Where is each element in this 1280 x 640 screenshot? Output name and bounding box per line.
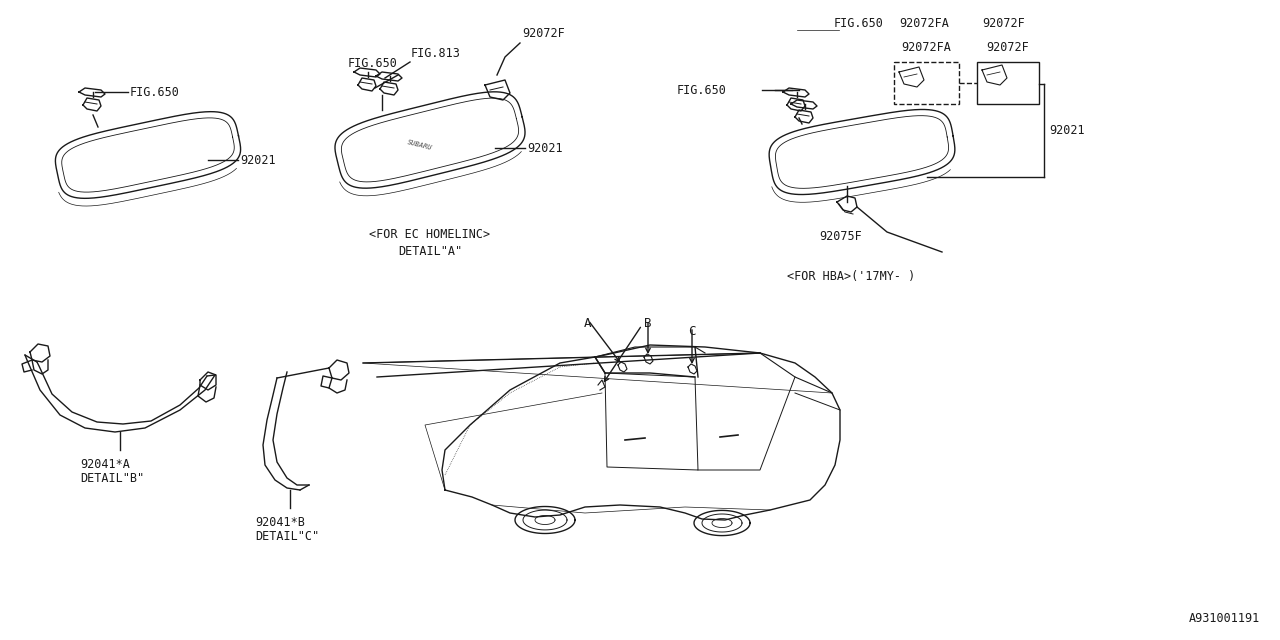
Text: DETAIL"A": DETAIL"A" bbox=[398, 245, 462, 258]
Text: FIG.650: FIG.650 bbox=[835, 17, 884, 30]
Text: 92021: 92021 bbox=[241, 154, 275, 166]
Text: A931001191: A931001191 bbox=[1189, 612, 1260, 625]
Text: 92041*A: 92041*A bbox=[79, 458, 129, 471]
Text: 92021: 92021 bbox=[527, 141, 563, 154]
Text: DETAIL"B": DETAIL"B" bbox=[79, 472, 145, 485]
Text: <FOR HBA>('17MY- ): <FOR HBA>('17MY- ) bbox=[787, 270, 915, 283]
Text: 92041*B: 92041*B bbox=[255, 516, 305, 529]
Text: C: C bbox=[689, 325, 696, 338]
Text: 92072FA: 92072FA bbox=[901, 41, 951, 54]
Text: FIG.813: FIG.813 bbox=[411, 47, 461, 60]
Text: 92072F: 92072F bbox=[987, 41, 1029, 54]
Text: 92072F: 92072F bbox=[982, 17, 1025, 30]
Text: B: B bbox=[644, 317, 652, 330]
Text: 92021: 92021 bbox=[1050, 124, 1084, 136]
Text: SUBARU: SUBARU bbox=[407, 139, 433, 151]
Text: <FOR EC HOMELINC>: <FOR EC HOMELINC> bbox=[370, 228, 490, 241]
Text: 92075F: 92075F bbox=[819, 230, 861, 243]
Text: DETAIL"C": DETAIL"C" bbox=[255, 530, 319, 543]
Text: A: A bbox=[584, 317, 591, 330]
Text: 92072FA: 92072FA bbox=[899, 17, 948, 30]
Text: FIG.650: FIG.650 bbox=[348, 57, 398, 70]
Text: FIG.650: FIG.650 bbox=[131, 86, 180, 99]
Text: FIG.650: FIG.650 bbox=[677, 83, 727, 97]
Text: 92072F: 92072F bbox=[522, 27, 564, 40]
